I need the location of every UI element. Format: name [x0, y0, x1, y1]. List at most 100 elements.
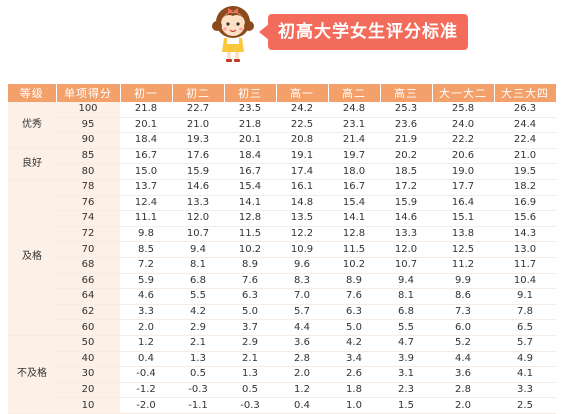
value-cell: 15.6: [494, 210, 556, 227]
value-cell: 14.3: [494, 226, 556, 243]
value-cell: 24.0: [432, 117, 494, 134]
value-cell: 3.3: [120, 304, 172, 321]
value-cell: 22.5: [276, 117, 328, 134]
column-header: 高二: [328, 84, 381, 102]
value-cell: 16.7: [224, 163, 276, 180]
value-cell: 17.2: [380, 179, 432, 196]
value-cell: 4.9: [494, 351, 556, 368]
value-cell: 12.8: [224, 210, 276, 227]
score-cell: 40: [56, 351, 120, 368]
table-row: 30 -0.4 0.5 1.3 2.0 2.6 3.1 3.6 4.1: [8, 366, 556, 383]
value-cell: 8.1: [380, 288, 432, 305]
value-cell: 3.9: [380, 351, 432, 368]
value-cell: 7.8: [494, 304, 556, 321]
value-cell: 15.9: [172, 163, 224, 180]
value-cell: 19.0: [432, 163, 494, 180]
column-header: 初三: [224, 84, 277, 102]
value-cell: 15.4: [328, 195, 380, 212]
score-cell: 64: [56, 288, 120, 305]
value-cell: 14.1: [328, 210, 380, 227]
table-row: 20 -1.2 -0.3 0.5 1.2 1.8 2.3 2.8 3.3: [8, 382, 556, 399]
table-row: 不及格 50 1.2 2.1 2.9 3.6 4.2 4.7 5.2 5.7: [8, 335, 556, 414]
value-cell: 11.5: [224, 226, 276, 243]
table-row: 72 9.8 10.7 11.5 12.2 12.8 13.3 13.8 14.3: [8, 226, 556, 243]
value-cell: 23.6: [380, 117, 432, 134]
value-cell: 2.8: [432, 382, 494, 399]
table-row: 及格 78 13.7 14.6 15.4 16.1 16.7 17.2 17.7 18.2: [8, 179, 556, 336]
header: 初高大学女生评分标准: [0, 0, 563, 78]
value-cell: 13.3: [172, 195, 224, 212]
value-cell: 8.1: [172, 257, 224, 274]
value-cell: 8.9: [328, 273, 380, 290]
value-cell: 8.9: [224, 257, 276, 274]
value-cell: 6.5: [494, 319, 556, 336]
value-cell: 12.8: [328, 226, 380, 243]
value-cell: 4.4: [276, 319, 328, 336]
table-row: 良好 85 16.7 17.6 18.4 19.1 19.7 20.2 20.6 21.0: [8, 148, 556, 180]
value-cell: 16.1: [276, 179, 328, 196]
value-cell: 10.2: [328, 257, 380, 274]
value-cell: 5.9: [120, 273, 172, 290]
value-cell: 20.8: [276, 132, 328, 149]
value-cell: 4.2: [328, 335, 380, 352]
value-cell: 2.6: [328, 366, 380, 383]
value-cell: 23.1: [328, 117, 380, 134]
score-cell: 100: [56, 102, 120, 118]
grade-cell: 及格: [8, 179, 56, 336]
table-row: 60 2.0 2.9 3.7 4.4 5.0 5.5 6.0 6.5: [8, 319, 556, 336]
value-cell: 0.4: [120, 351, 172, 368]
grade-cell: 优秀: [8, 102, 56, 149]
value-cell: 18.0: [328, 163, 380, 180]
table-body: 优秀 100 21.8 22.7 23.5 24.2 24.8 25.3 25.8 26.3 95 2…: [8, 102, 556, 414]
value-cell: 5.5: [172, 288, 224, 305]
value-cell: 4.6: [120, 288, 172, 305]
value-cell: 13.7: [120, 179, 172, 196]
value-cell: 8.3: [276, 273, 328, 290]
value-cell: 2.1: [224, 351, 276, 368]
score-cell: 80: [56, 163, 120, 180]
value-cell: 21.0: [172, 117, 224, 134]
value-cell: 13.5: [276, 210, 328, 227]
value-cell: 0.4: [276, 397, 328, 414]
value-cell: -1.2: [120, 382, 172, 399]
column-header: 高三: [380, 84, 433, 102]
value-cell: 12.4: [120, 195, 172, 212]
value-cell: 12.0: [172, 210, 224, 227]
value-cell: 5.0: [224, 304, 276, 321]
value-cell: 14.6: [172, 179, 224, 196]
value-cell: 10.7: [172, 226, 224, 243]
value-cell: 1.2: [276, 382, 328, 399]
value-cell: -1.1: [172, 397, 224, 414]
value-cell: 9.4: [172, 241, 224, 258]
score-cell: 62: [56, 304, 120, 321]
value-cell: 13.8: [432, 226, 494, 243]
value-cell: -0.3: [172, 382, 224, 399]
value-cell: 3.4: [328, 351, 380, 368]
value-cell: 21.8: [224, 117, 276, 134]
value-cell: 9.6: [276, 257, 328, 274]
table-row: 66 5.9 6.8 7.6 8.3 8.9 9.4 9.9 10.4: [8, 273, 556, 290]
value-cell: 2.3: [380, 382, 432, 399]
value-cell: 1.3: [224, 366, 276, 383]
value-cell: 2.8: [276, 351, 328, 368]
score-cell: 68: [56, 257, 120, 274]
score-cell: 95: [56, 117, 120, 134]
value-cell: 2.0: [120, 319, 172, 336]
value-cell: 6.8: [172, 273, 224, 290]
value-cell: 22.7: [172, 102, 224, 118]
value-cell: 23.5: [224, 102, 276, 118]
value-cell: 0.5: [172, 366, 224, 383]
value-cell: 19.5: [494, 163, 556, 180]
score-cell: 70: [56, 241, 120, 258]
table-row: 95 20.1 21.0 21.8 22.5 23.1 23.6 24.0 24.4: [8, 117, 556, 134]
value-cell: 12.5: [432, 241, 494, 258]
value-cell: 12.2: [276, 226, 328, 243]
value-cell: 13.3: [380, 226, 432, 243]
table-row: 40 0.4 1.3 2.1 2.8 3.4 3.9 4.4 4.9: [8, 351, 556, 368]
value-cell: 2.1: [172, 335, 224, 352]
table-row: 76 12.4 13.3 14.1 14.8 15.4 15.9 16.4 16.9: [8, 195, 556, 212]
value-cell: 18.5: [380, 163, 432, 180]
value-cell: 7.0: [276, 288, 328, 305]
score-cell: 66: [56, 273, 120, 290]
value-cell: 19.1: [276, 148, 328, 165]
